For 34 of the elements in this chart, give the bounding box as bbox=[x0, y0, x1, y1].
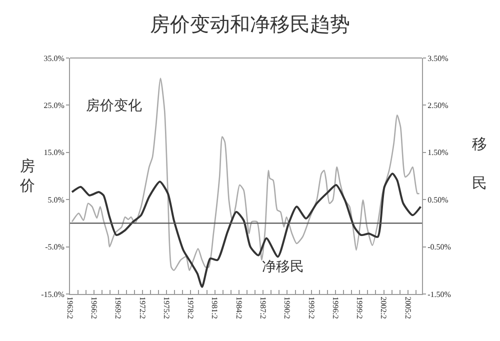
x-tick-label: 1966:2 bbox=[90, 296, 99, 319]
annotation: 净移民 bbox=[262, 259, 304, 275]
x-tick-label: 1984:2 bbox=[234, 296, 244, 319]
line-series bbox=[71, 78, 420, 272]
x-tick-label: 1972:2 bbox=[138, 296, 147, 319]
x-tick-label: 1996:2 bbox=[330, 296, 340, 319]
x-tick-label: 1969:2 bbox=[114, 296, 123, 319]
y-axis-title: 房价 bbox=[19, 158, 35, 194]
y2-tick-label: 3.50% bbox=[428, 54, 449, 63]
x-tick-label: 1963:2 bbox=[65, 296, 74, 319]
y-tick-label: -5.0% bbox=[45, 242, 65, 252]
x-tick-label: 1981:2 bbox=[210, 296, 220, 319]
x-tick-label: 2005:2 bbox=[403, 296, 412, 319]
x-tick-label: 1999:2 bbox=[355, 296, 364, 319]
annotation: 房价变化 bbox=[86, 98, 142, 114]
x-tick-label: 1978:2 bbox=[186, 296, 196, 319]
x-tick-label: 1975:2 bbox=[162, 296, 171, 319]
y-tick-label: 5.0% bbox=[48, 195, 65, 204]
chart-title: 房价变动和净移民趋势 bbox=[150, 14, 350, 36]
x-tick-label: 1990:2 bbox=[282, 296, 292, 319]
x-tick-label: 1987:2 bbox=[258, 296, 268, 319]
y-tick-label: -15.0% bbox=[41, 290, 65, 299]
y2-tick-label: -1.50% bbox=[428, 290, 452, 299]
line-series bbox=[71, 172, 422, 288]
y2-tick-label: 1.50% bbox=[428, 148, 449, 158]
y-tick-label: 15.0% bbox=[44, 148, 65, 158]
text: 移民 bbox=[472, 137, 487, 192]
x-tick-label: 1993:2 bbox=[306, 296, 316, 319]
y2-tick-label: -0.50% bbox=[428, 242, 452, 252]
y2-tick-label: 2.50% bbox=[428, 101, 449, 110]
y2-tick-label: 0.50% bbox=[428, 195, 449, 204]
y-tick-label: 35.0% bbox=[44, 54, 65, 63]
y-tick-label: 25.0% bbox=[44, 101, 65, 110]
x-tick-label: 2002:2 bbox=[379, 296, 388, 319]
